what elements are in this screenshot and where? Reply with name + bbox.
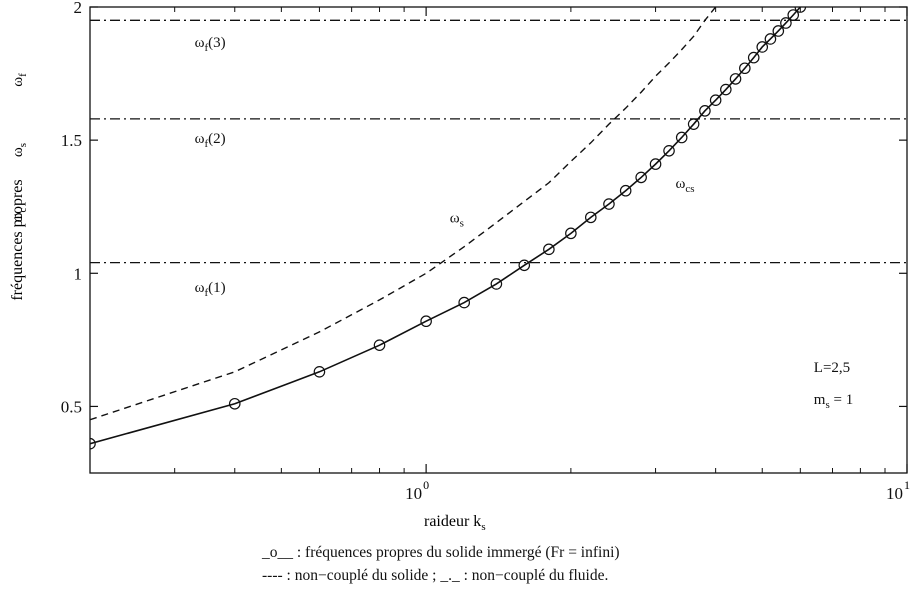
annotation: ms = 1: [814, 392, 853, 411]
data-point: [90, 437, 96, 450]
data-point: [373, 339, 386, 351]
data-point: [458, 296, 470, 309]
data-point: [729, 73, 742, 85]
data-point: [780, 17, 792, 29]
data-point: [794, 7, 807, 13]
plot-area-frame: [89, 6, 908, 474]
data-point: [772, 25, 785, 37]
series-label: ωf(1): [195, 280, 226, 299]
data-point: [709, 94, 722, 106]
data-point: [584, 211, 597, 224]
x-axis-label-main: raideur k: [424, 513, 481, 530]
data-point: [313, 366, 326, 378]
labels-layer: ωcs ωs ωf(1) ωf(2) ωf(3) L=2,5 ms = 1: [195, 35, 854, 411]
data-point: [619, 184, 632, 197]
x-axis-label: raideur ks: [424, 513, 486, 533]
series-label: ωf(3): [195, 35, 226, 54]
y-axis-symbol: ωf: [10, 73, 29, 87]
series-line--s: [90, 7, 717, 421]
data-point: [756, 41, 769, 53]
data-point: [739, 62, 751, 75]
y-tick-label: 1.5: [61, 131, 82, 150]
data-point: [675, 131, 688, 144]
data-point: [720, 83, 732, 96]
data-point: [420, 315, 432, 328]
y-tick-label: 2: [74, 0, 83, 17]
data-point: [764, 33, 777, 45]
x-tick-exponent: 0: [423, 478, 429, 492]
y-tick-label: 1: [74, 264, 83, 283]
data-point: [565, 227, 577, 240]
x-tick-exponent: 1: [904, 478, 910, 492]
series-label: ωf(2): [195, 131, 226, 150]
y-axis-symbol-text: ωf: [10, 73, 29, 87]
legend-line-2: ---- : non−couplé du solide ; _._ : non−…: [262, 567, 609, 584]
series-label: ωs: [450, 211, 464, 230]
data-point: [228, 397, 241, 410]
data-point: [518, 259, 531, 272]
data-point: [699, 105, 711, 117]
data-point: [663, 144, 675, 157]
series-label: ωcs: [675, 176, 694, 195]
y-axis-symbol: ωc: [10, 208, 29, 223]
series-layer: [90, 7, 907, 450]
annotation: L=2,5: [814, 360, 850, 376]
legend-line-1: _o__ : fréquences propres du solide imme…: [262, 544, 620, 561]
data-point: [543, 243, 555, 256]
data-point: [603, 198, 615, 210]
x-tick-label: 10: [405, 484, 422, 503]
x-axis-label-subscript: s: [481, 521, 485, 533]
data-point: [635, 171, 647, 184]
y-axis-label: fréquences propres: [9, 179, 26, 300]
y-axis-symbol: ωs: [10, 143, 29, 157]
y-axis-symbol-text: ωc: [10, 208, 29, 223]
data-point: [649, 158, 662, 170]
data-point: [747, 51, 760, 64]
x-tick-label: 10: [886, 484, 903, 503]
y-axis-symbol-text: ωs: [10, 143, 29, 157]
y-axis-symbols: ωc ωs ωf: [10, 73, 29, 222]
y-tick-label: 0.5: [61, 397, 82, 416]
series-line--cs: [90, 7, 801, 445]
y-axis-label-group: fréquences propres: [9, 179, 26, 300]
data-point: [490, 278, 503, 290]
